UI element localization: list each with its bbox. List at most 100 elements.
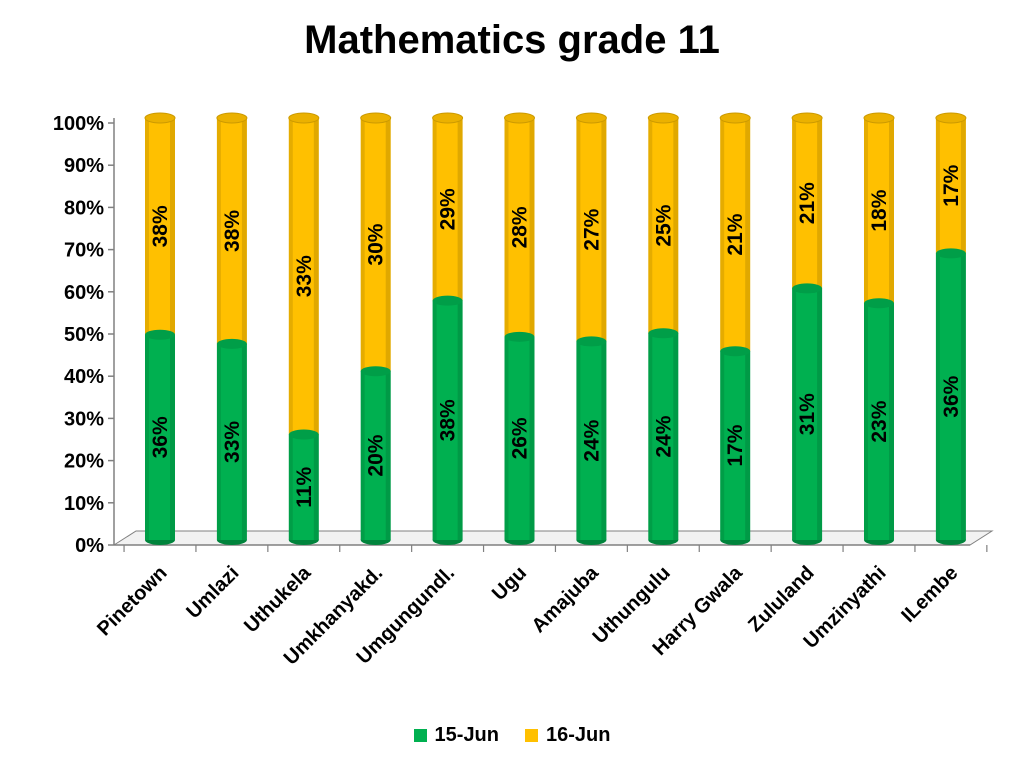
- bar-segment-cap-6: [504, 331, 535, 342]
- data-label-15-jun-9: 17%: [724, 424, 747, 466]
- chart-plot: 0% 10% 20% 30% 40% 50% 60% 70% 80% 90% 100% 36% 38%…: [53, 112, 994, 670]
- bar-shade-right: [601, 118, 607, 540]
- y-tick-label: 20%: [64, 451, 104, 473]
- bar-top-8: [647, 112, 679, 124]
- bar-top-5: [432, 112, 464, 124]
- data-label-15-jun-8: 24%: [652, 415, 675, 457]
- y-tick-label: 40%: [64, 366, 104, 388]
- bar-shade-left: [792, 118, 797, 540]
- legend-item-series-1: 15-Jun: [413, 724, 499, 747]
- y-tick-label: 50%: [64, 324, 104, 346]
- bar-segment-cap-12: [935, 248, 966, 259]
- data-label-15-jun-1: 36%: [149, 416, 172, 458]
- y-tick-label: 100%: [53, 113, 104, 135]
- bar-segment-cap-7: [576, 336, 607, 347]
- bar-segment-15-jun-12: [935, 253, 966, 540]
- x-category-label-6: Ugu: [488, 562, 531, 605]
- bar-segment-cap-4: [360, 366, 391, 377]
- bar-shade-left: [288, 118, 293, 540]
- bar-segment-cap-10: [792, 283, 823, 294]
- data-label-15-jun-12: 36%: [940, 375, 963, 417]
- y-tick-label: 10%: [64, 493, 104, 515]
- bar-shade-left: [648, 118, 653, 540]
- bar-segment-16-jun-8: [648, 118, 679, 334]
- bar-top-1: [144, 112, 176, 124]
- data-label-15-jun-10: 31%: [796, 393, 819, 435]
- bar-shade-left: [216, 118, 221, 540]
- data-label-16-jun-1: 38%: [149, 205, 172, 247]
- bar-shade-left: [935, 118, 940, 540]
- bar-segment-15-jun-8: [648, 333, 679, 540]
- data-label-15-jun-6: 26%: [509, 417, 532, 459]
- data-label-16-jun-8: 25%: [652, 204, 675, 246]
- bar-segment-16-jun-7: [576, 118, 607, 342]
- y-tick-label: 0%: [75, 535, 104, 557]
- bar-top-6: [504, 112, 535, 124]
- bar-segment-15-jun-11: [864, 303, 894, 540]
- bar-segment-16-jun-10: [792, 118, 823, 289]
- bar-segment-cap-5: [432, 295, 463, 306]
- data-label-16-jun-11: 18%: [868, 189, 891, 231]
- x-category-label-10: Zululand: [744, 562, 818, 636]
- data-label-15-jun-4: 20%: [365, 434, 388, 476]
- bar-segment-cap-9: [720, 346, 751, 357]
- bar-top-4: [360, 112, 392, 124]
- y-tick-label: 90%: [64, 155, 104, 177]
- data-label-16-jun-9: 21%: [724, 213, 747, 255]
- data-label-15-jun-2: 33%: [221, 421, 244, 463]
- bar-segment-15-jun-5: [432, 300, 463, 540]
- data-label-16-jun-5: 29%: [437, 188, 460, 230]
- y-tick-label: 80%: [64, 197, 104, 219]
- bar-segment-cap-8: [648, 328, 679, 339]
- bar-segment-16-jun-3: [288, 118, 319, 435]
- bar-shade-right: [170, 118, 175, 540]
- bar-segment-cap-3: [288, 429, 319, 440]
- chart-title: Mathematics grade 11: [304, 18, 720, 62]
- bar-shade-left: [576, 118, 581, 540]
- bar-top-11: [863, 112, 895, 124]
- bar-top-10: [791, 112, 823, 124]
- bar-shade-left: [145, 118, 149, 540]
- bar-segment-16-jun-6: [504, 118, 535, 337]
- data-label-15-jun-7: 24%: [580, 419, 603, 461]
- bar-shade-left: [720, 118, 725, 540]
- x-category-label-12: ILembe: [897, 562, 962, 627]
- data-label-16-jun-2: 38%: [221, 210, 244, 252]
- legend-swatch-series-1: [413, 729, 427, 742]
- bar-top-2: [216, 112, 248, 124]
- bar-shade-right: [529, 118, 535, 540]
- bar-shade-right: [457, 118, 463, 540]
- data-label-15-jun-5: 38%: [437, 399, 460, 441]
- legend-swatch-series-2: [525, 729, 538, 742]
- bar-segment-15-jun-2: [216, 343, 247, 540]
- bar-segment-15-jun-6: [504, 336, 535, 540]
- bar-segment-15-jun-10: [792, 288, 823, 540]
- bar-shade-right: [817, 118, 823, 540]
- bar-segment-16-jun-2: [216, 118, 247, 344]
- bar-top-9: [719, 112, 751, 124]
- bar-segment-16-jun-12: [935, 118, 966, 254]
- legend-item-series-2: 16-Jun: [525, 724, 610, 747]
- bar-shade-right: [960, 118, 966, 540]
- bar-segment-16-jun-5: [432, 118, 463, 301]
- bar-shade-right: [241, 118, 247, 540]
- x-category-label-3: Uthukela: [240, 561, 316, 637]
- data-label-16-jun-3: 33%: [293, 255, 316, 297]
- legend-label-series-1: 15-Jun: [434, 724, 499, 746]
- bar-segment-15-jun-7: [576, 341, 607, 540]
- bar-shade-right: [745, 118, 751, 540]
- data-label-16-jun-4: 30%: [365, 223, 388, 265]
- bar-shade-left: [504, 118, 509, 540]
- bar-top-7: [575, 112, 607, 124]
- data-label-15-jun-3: 11%: [293, 466, 316, 507]
- bar-segment-cap-2: [216, 338, 247, 349]
- data-label-16-jun-7: 27%: [580, 208, 603, 250]
- bar-segment-16-jun-4: [360, 118, 391, 372]
- bar-shade-right: [385, 118, 391, 540]
- x-category-label-7: Amajuba: [528, 561, 604, 637]
- bar-segment-15-jun-9: [720, 351, 751, 540]
- y-tick-label: 60%: [64, 282, 104, 304]
- bar-shade-left: [360, 118, 365, 540]
- bar-segment-15-jun-1: [145, 334, 175, 540]
